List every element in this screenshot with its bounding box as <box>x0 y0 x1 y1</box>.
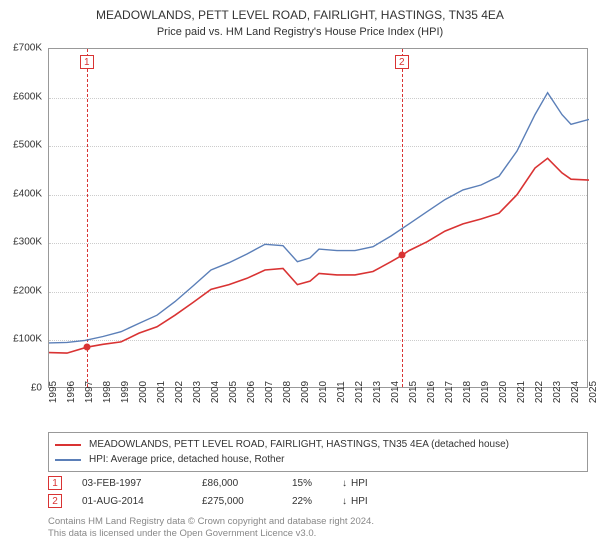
event-badge: 1 <box>80 55 94 69</box>
x-tick-label: 2022 <box>534 381 545 403</box>
footer-attribution: Contains HM Land Registry data © Crown c… <box>48 516 588 541</box>
event-price: £275,000 <box>202 496 292 507</box>
series-hpi <box>49 93 589 343</box>
x-tick-label: 1997 <box>84 381 95 403</box>
chart-area: 12 £0£100K£200K£300K£400K£500K£600K£700K… <box>48 48 588 388</box>
event-dot <box>83 344 90 351</box>
x-tick-label: 2012 <box>354 381 365 403</box>
x-tick-label: 2009 <box>300 381 311 403</box>
x-tick-label: 2004 <box>210 381 221 403</box>
x-tick-label: 2008 <box>282 381 293 403</box>
x-tick-label: 2025 <box>588 381 599 403</box>
event-rel: HPI <box>351 496 368 507</box>
x-tick-label: 2017 <box>444 381 455 403</box>
y-tick-label: £400K <box>0 188 42 199</box>
x-tick-label: 2020 <box>498 381 509 403</box>
chart-subtitle: Price paid vs. HM Land Registry's House … <box>0 26 600 38</box>
x-tick-label: 1999 <box>120 381 131 403</box>
x-tick-label: 2005 <box>228 381 239 403</box>
x-tick-label: 2023 <box>552 381 563 403</box>
footer-line-1: Contains HM Land Registry data © Crown c… <box>48 516 588 528</box>
plot-region: 12 <box>48 48 588 388</box>
chart-title: MEADOWLANDS, PETT LEVEL ROAD, FAIRLIGHT,… <box>0 0 600 24</box>
event-date: 03-FEB-1997 <box>82 478 202 489</box>
event-dot <box>398 252 405 259</box>
x-tick-label: 2010 <box>318 381 329 403</box>
x-tick-label: 2013 <box>372 381 383 403</box>
down-arrow-icon: ↓ <box>342 478 347 489</box>
y-tick-label: £0 <box>0 383 42 394</box>
event-table-row: 1 03-FEB-1997£86,00015%↓ HPI <box>48 474 588 492</box>
legend-label: MEADOWLANDS, PETT LEVEL ROAD, FAIRLIGHT,… <box>89 439 509 450</box>
event-table-row: 2 01-AUG-2014£275,00022%↓ HPI <box>48 492 588 510</box>
legend-item: HPI: Average price, detached house, Roth… <box>55 452 581 467</box>
x-tick-label: 2021 <box>516 381 527 403</box>
event-number-badge: 1 <box>48 476 62 490</box>
legend-label: HPI: Average price, detached house, Roth… <box>89 454 285 465</box>
event-date: 01-AUG-2014 <box>82 496 202 507</box>
y-tick-label: £600K <box>0 91 42 102</box>
x-tick-label: 2001 <box>156 381 167 403</box>
events-table: 1 03-FEB-1997£86,00015%↓ HPI 2 01-AUG-2014£2… <box>48 474 588 510</box>
y-tick-label: £200K <box>0 285 42 296</box>
y-tick-label: £500K <box>0 140 42 151</box>
event-price: £86,000 <box>202 478 292 489</box>
legend: MEADOWLANDS, PETT LEVEL ROAD, FAIRLIGHT,… <box>48 432 588 472</box>
x-tick-label: 2016 <box>426 381 437 403</box>
x-tick-label: 2006 <box>246 381 257 403</box>
y-tick-label: £100K <box>0 334 42 345</box>
x-tick-label: 1996 <box>66 381 77 403</box>
y-tick-label: £700K <box>0 43 42 54</box>
x-tick-label: 2002 <box>174 381 185 403</box>
event-badge: 2 <box>395 55 409 69</box>
y-tick-label: £300K <box>0 237 42 248</box>
event-pct: 15% <box>292 478 342 489</box>
chart-container: MEADOWLANDS, PETT LEVEL ROAD, FAIRLIGHT,… <box>0 0 600 560</box>
footer-line-2: This data is licensed under the Open Gov… <box>48 528 588 540</box>
x-tick-label: 2019 <box>480 381 491 403</box>
x-tick-label: 2000 <box>138 381 149 403</box>
x-tick-label: 2011 <box>336 381 347 403</box>
series-property <box>49 158 589 353</box>
x-tick-label: 2018 <box>462 381 473 403</box>
x-tick-label: 2024 <box>570 381 581 403</box>
event-rel: HPI <box>351 478 368 489</box>
legend-item: MEADOWLANDS, PETT LEVEL ROAD, FAIRLIGHT,… <box>55 437 581 452</box>
event-pct: 22% <box>292 496 342 507</box>
x-tick-label: 2003 <box>192 381 203 403</box>
x-tick-label: 2014 <box>390 381 401 403</box>
line-series <box>49 49 589 389</box>
event-number-badge: 2 <box>48 494 62 508</box>
x-tick-label: 2007 <box>264 381 275 403</box>
down-arrow-icon: ↓ <box>342 496 347 507</box>
legend-swatch <box>55 459 81 461</box>
x-tick-label: 1995 <box>48 381 59 403</box>
legend-swatch <box>55 444 81 446</box>
x-tick-label: 1998 <box>102 381 113 403</box>
x-tick-label: 2015 <box>408 381 419 403</box>
